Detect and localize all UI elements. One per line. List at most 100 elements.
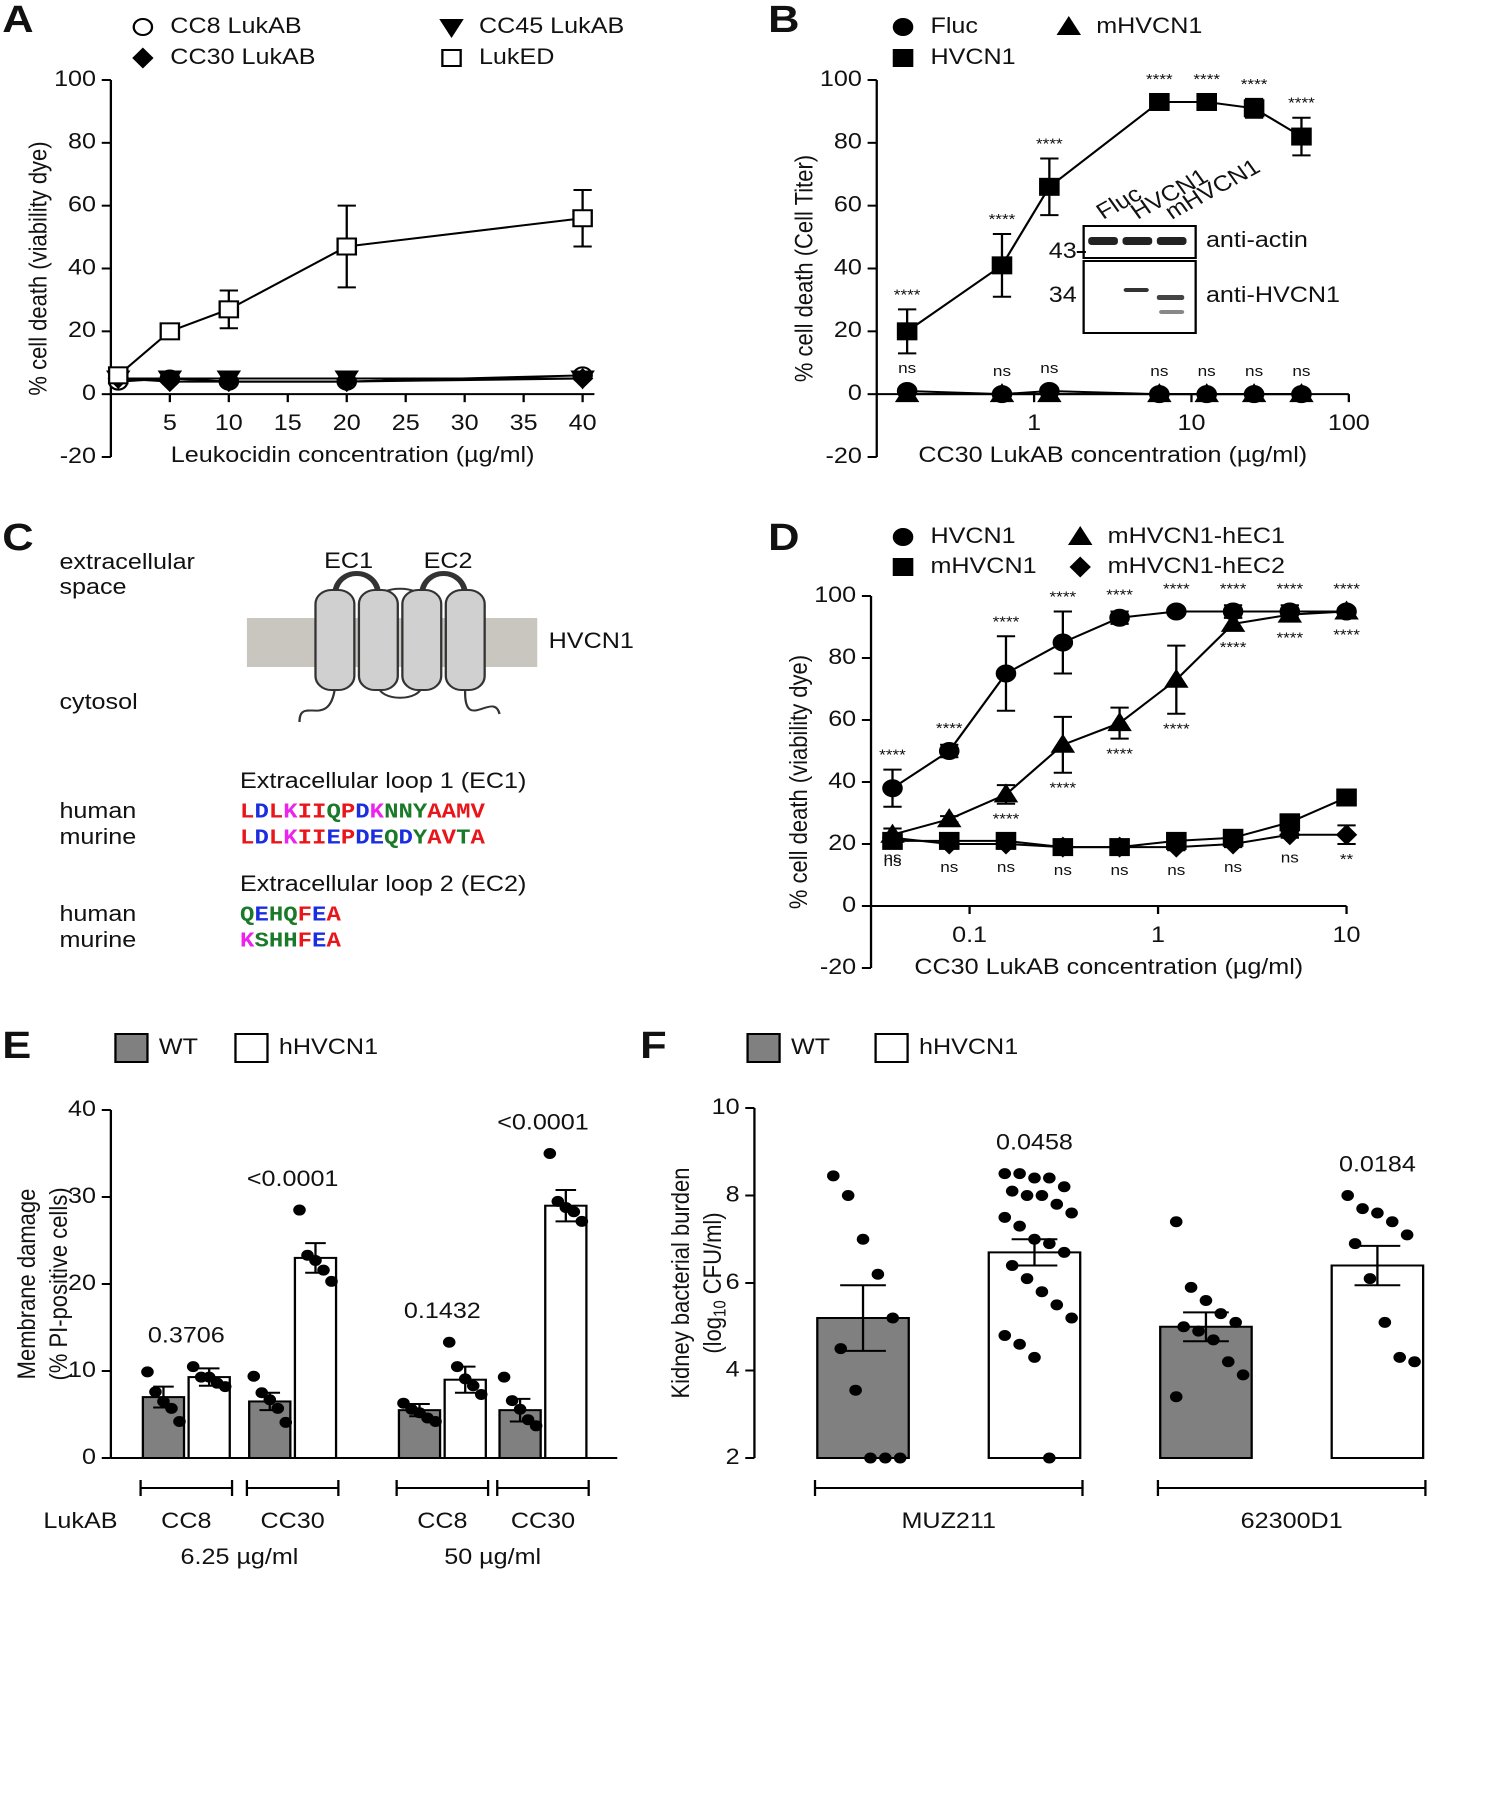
marker — [1037, 383, 1062, 403]
marker — [1164, 668, 1189, 688]
marker — [1052, 836, 1074, 858]
x-tick-label: 15 — [274, 411, 302, 435]
significance-label: **** — [1106, 746, 1133, 763]
data-point — [575, 1215, 589, 1227]
significance-label: **** — [1333, 580, 1360, 597]
label-part: CFU/ml) — [700, 1212, 728, 1300]
species-label: murine — [59, 928, 136, 952]
marker — [1147, 383, 1172, 403]
category-bracket — [496, 1480, 590, 1496]
data-point — [450, 1361, 464, 1373]
probe-label: anti-HVCN1 — [1206, 283, 1340, 307]
data-point — [1013, 1220, 1026, 1232]
legend-label: Fluc — [930, 14, 978, 38]
y-axis-label: % cell death (Cell Titer) — [791, 155, 819, 382]
data-point — [1035, 1190, 1049, 1201]
protein-label: HVCN1 — [549, 629, 634, 653]
y-axis-label: % cell death (viability dye) — [25, 141, 53, 395]
y-tick-label: 60 — [828, 707, 856, 731]
compartment-label: cytosol — [59, 690, 137, 714]
group-label: 6.25 µg/ml — [181, 1545, 299, 1569]
category-bracket — [813, 1480, 1084, 1496]
p-value: <0.0001 — [247, 1167, 339, 1191]
label-part: (log — [700, 1317, 728, 1354]
significance-label: **** — [993, 811, 1020, 828]
bar — [1330, 1264, 1425, 1459]
panel-label: F — [640, 1024, 667, 1067]
marker — [159, 322, 181, 341]
y-tick-label: 80 — [68, 130, 96, 154]
data-point — [474, 1388, 488, 1400]
significance-label: **** — [993, 613, 1020, 630]
data-point — [186, 1361, 200, 1373]
x-tick-label: 62300D1 — [1241, 1509, 1343, 1533]
x-tick-label: 35 — [510, 411, 538, 435]
group-label: 50 µg/ml — [444, 1545, 541, 1569]
data-point — [849, 1384, 862, 1396]
y-tick-label: 40 — [68, 1097, 96, 1121]
legend-swatch — [874, 1033, 909, 1063]
marker — [1108, 836, 1131, 858]
significance-label: ns — [1040, 360, 1058, 377]
y-tick-label: 6 — [726, 1270, 740, 1294]
probe-label: anti-actin — [1206, 228, 1308, 252]
significance-label: ns — [898, 360, 916, 377]
data-point — [879, 1452, 892, 1464]
category-bracket — [395, 1480, 490, 1496]
y-tick-label: 20 — [828, 831, 856, 855]
y-tick-label: 100 — [814, 583, 856, 607]
legend-label: mHVCN1-hEC2 — [1108, 554, 1285, 578]
data-point — [429, 1415, 442, 1427]
row-label: LukAB — [43, 1509, 117, 1533]
p-value: 0.0184 — [1339, 1153, 1416, 1177]
marker — [107, 366, 129, 385]
data-point — [1341, 1190, 1354, 1201]
marker — [1052, 633, 1074, 652]
data-point — [856, 1233, 870, 1245]
data-point — [543, 1148, 557, 1159]
panel-label: C — [2, 516, 33, 559]
significance-label: **** — [1163, 721, 1190, 738]
marker — [1109, 608, 1130, 627]
legend-label: LukED — [479, 45, 554, 69]
significance-label: **** — [1241, 76, 1268, 93]
marker — [938, 833, 960, 855]
data-point — [1013, 1338, 1026, 1350]
helix — [444, 589, 486, 691]
marker — [896, 322, 918, 341]
marker — [218, 300, 240, 319]
data-point — [1028, 1172, 1041, 1184]
x-tick-label: 40 — [569, 411, 597, 435]
marker — [1050, 733, 1076, 753]
marker — [1279, 824, 1301, 846]
data-point — [1221, 1356, 1235, 1368]
data-point — [279, 1416, 293, 1428]
legend-label: WT — [159, 1035, 198, 1059]
marker — [1334, 600, 1359, 620]
data-point — [841, 1190, 855, 1201]
sequence: KSHHFEA — [240, 929, 341, 953]
y-tick-label: 100 — [820, 67, 862, 91]
significance-label: ns — [1167, 862, 1185, 879]
marker — [938, 742, 960, 760]
data-point — [871, 1268, 885, 1280]
significance-label: **** — [1050, 780, 1077, 797]
data-point — [1408, 1356, 1421, 1368]
legend-label: HVCN1 — [930, 524, 1015, 548]
band — [1122, 237, 1153, 245]
data-point — [1050, 1198, 1064, 1210]
data-point — [141, 1366, 154, 1378]
data-point — [998, 1211, 1012, 1223]
data-point — [1005, 1185, 1019, 1197]
significance-label: **** — [1288, 95, 1315, 112]
y-tick-label: -20 — [826, 444, 862, 468]
marker — [989, 383, 1015, 403]
data-point — [466, 1380, 480, 1392]
p-value: <0.0001 — [497, 1111, 589, 1135]
x-axis-label: CC30 LukAB concentration (µg/ml) — [918, 443, 1307, 467]
label-part: 10 — [711, 1300, 730, 1317]
data-point — [1356, 1203, 1369, 1215]
marker — [216, 370, 242, 390]
helix — [357, 589, 399, 691]
